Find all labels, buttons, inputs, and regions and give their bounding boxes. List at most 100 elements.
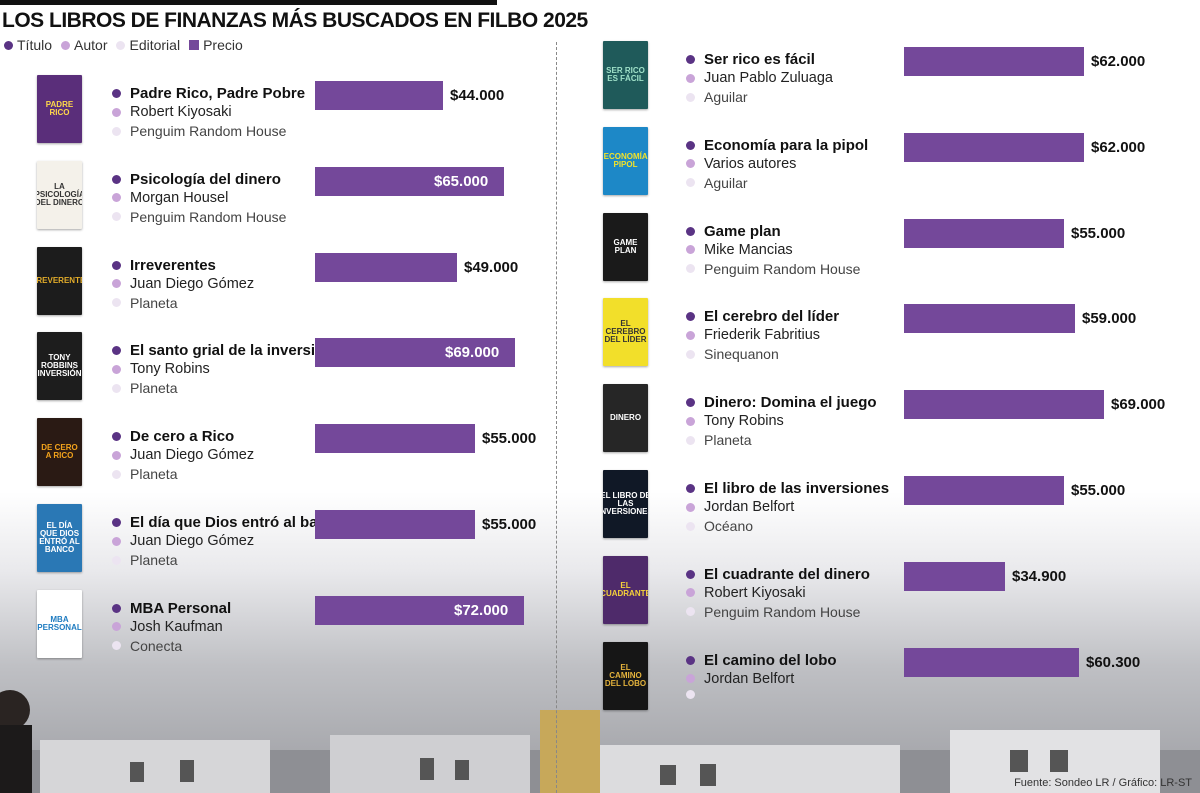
- title-dot-icon: [686, 312, 695, 322]
- book-cover-image: ECONOMÍA PIPOL: [603, 126, 648, 195]
- book-author: Juan Diego Gómez: [130, 447, 255, 464]
- book-publisher-line: Océano: [686, 518, 753, 534]
- book-cover-image: EL DÍA QUE DIOS ENTRÓ AL BANCO: [37, 504, 82, 572]
- publisher-dot-icon: [686, 349, 695, 359]
- book-title: Irreverentes: [130, 256, 216, 274]
- book-author: Jordan Belfort: [704, 499, 795, 515]
- book-title-line: Game plan: [686, 223, 781, 240]
- legend-label: Editorial: [129, 37, 181, 53]
- legend-label: Precio: [203, 37, 243, 53]
- book-row: EL LIBRO DE LAS INVERSIONES El libro de l…: [0, 470, 1200, 550]
- price-square-icon: [189, 40, 200, 50]
- cover-text: DINERO: [609, 413, 642, 423]
- book-row: ECONOMÍA PIPOL Economía para la pipol Vari…: [0, 126, 1200, 207]
- cover-text: EL DÍA QUE DIOS ENTRÓ AL BANCO: [39, 521, 80, 554]
- book-row: EL CEREBRO DEL LÍDER El cerebro del líder…: [0, 298, 1200, 378]
- author-dot-icon: [112, 279, 121, 289]
- book-author: Varios autores: [704, 155, 797, 172]
- book-publisher-line: Planeta: [686, 432, 751, 448]
- price-bar: [315, 338, 515, 368]
- price-label: $69.000: [1111, 396, 1166, 414]
- price-label: $55.000: [482, 430, 537, 448]
- book-publisher: Penguim Random House: [704, 603, 861, 620]
- title-dot-icon: [686, 484, 695, 493]
- book-publisher: Planeta: [704, 432, 752, 449]
- price-label: $69.000: [445, 344, 500, 362]
- price-bar: [904, 476, 1064, 505]
- cover-text: GAME PLAN: [613, 237, 638, 255]
- publisher-dot-icon: [686, 521, 695, 531]
- book-publisher-line: Conecta: [112, 638, 182, 654]
- price-label: $55.000: [1071, 224, 1126, 242]
- author-dot-icon: [686, 73, 695, 83]
- author-dot-icon: [686, 330, 695, 340]
- book-title-line: Padre Rico, Padre Pobre: [112, 85, 305, 102]
- book-row: TONY ROBBINS INVERSIÓN El santo grial de …: [0, 332, 1200, 412]
- legend-item-editorial: Editorial: [116, 37, 180, 53]
- book-row: PADRE RICO Padre Rico, Padre Pobre Robert …: [0, 75, 1200, 155]
- book-author: Mike Mancias: [704, 241, 793, 258]
- book-publisher-line: Planeta: [112, 295, 177, 311]
- cover-text: SER RICO ES FÁCIL: [606, 66, 645, 83]
- price-label: $55.000: [1071, 482, 1126, 499]
- book-title: Dinero: Domina el juego: [704, 394, 877, 412]
- price-label: $34.900: [1012, 567, 1067, 585]
- book-author-line: Varios autores: [686, 156, 796, 172]
- title-dot-icon: [686, 55, 695, 64]
- book-title: De cero a Rico: [130, 428, 235, 446]
- book-publisher: Planeta: [130, 466, 178, 483]
- book-author: Robert Kiyosaki: [704, 584, 806, 601]
- price-bar: [904, 47, 1084, 76]
- book-title: El santo grial de la inversión: [130, 342, 334, 360]
- author-dot-icon: [112, 536, 121, 546]
- title-dot-icon: [686, 140, 695, 150]
- publisher-dot-icon: [686, 178, 695, 188]
- book-title: Psicología del dinero: [130, 170, 281, 188]
- publisher-dot-icon: [112, 469, 121, 479]
- publisher-dot-icon: [112, 298, 121, 308]
- title-dot-icon: [4, 40, 13, 50]
- book-cover-image: EL CEREBRO DEL LÍDER: [603, 298, 648, 367]
- book-publisher: Aguilar: [704, 89, 748, 105]
- book-title: MBA Personal: [130, 599, 232, 617]
- book-author-line: Morgan Housel: [112, 190, 228, 206]
- author-dot-icon: [112, 450, 121, 460]
- book-title: Ser rico es fácil: [704, 51, 815, 68]
- book-cover-image: GAME PLAN: [603, 212, 648, 281]
- book-author: Juan Pablo Zuluaga: [704, 70, 833, 86]
- book-title-line: El día que Dios entró al banco: [112, 514, 344, 531]
- book-cover-image: EL LIBRO DE LAS INVERSIONES: [603, 470, 648, 538]
- book-publisher-line: Penguim Random House: [112, 209, 286, 225]
- title-dot-icon: [112, 174, 121, 184]
- legend-item-titulo: Título: [4, 37, 52, 53]
- legend-label: Autor: [74, 37, 108, 53]
- book-author-line: Friederik Fabritius: [686, 327, 820, 343]
- book-title-line: El cerebro del líder: [686, 308, 839, 325]
- cover-text: MBA PERSONAL: [37, 614, 82, 632]
- author-dot-icon: [686, 159, 695, 169]
- book-publisher: Conecta: [130, 637, 183, 654]
- book-title: El camino del lobo: [704, 651, 837, 669]
- book-title: Economía para la pipol: [704, 136, 869, 154]
- title-dot-icon: [112, 603, 121, 613]
- price-bar: [315, 424, 475, 454]
- book-title-line: El camino del lobo: [686, 652, 837, 669]
- book-row: EL DÍA QUE DIOS ENTRÓ AL BANCO El día que…: [0, 504, 1200, 584]
- book-author-line: Tony Robins: [112, 361, 210, 377]
- cover-text: EL CEREBRO DEL LÍDER: [604, 319, 647, 345]
- book-author: Josh Kaufman: [130, 618, 223, 635]
- book-title: Game plan: [704, 222, 781, 240]
- legend-item-precio: Precio: [189, 37, 243, 53]
- book-author-line: Jordan Belfort: [686, 671, 794, 687]
- price-label: $55.000: [482, 516, 537, 533]
- publisher-dot-icon: [112, 212, 121, 222]
- book-title: El día que Dios entró al banco: [130, 514, 345, 531]
- price-bar: [904, 132, 1084, 162]
- book-cover-image: LA PSICOLOGÍA DEL DINERO: [37, 160, 82, 229]
- author-dot-icon: [112, 364, 121, 374]
- book-author: Tony Robins: [704, 413, 784, 430]
- publisher-dot-icon: [112, 383, 121, 393]
- book-cover-image: SER RICO ES FÁCIL: [603, 41, 648, 109]
